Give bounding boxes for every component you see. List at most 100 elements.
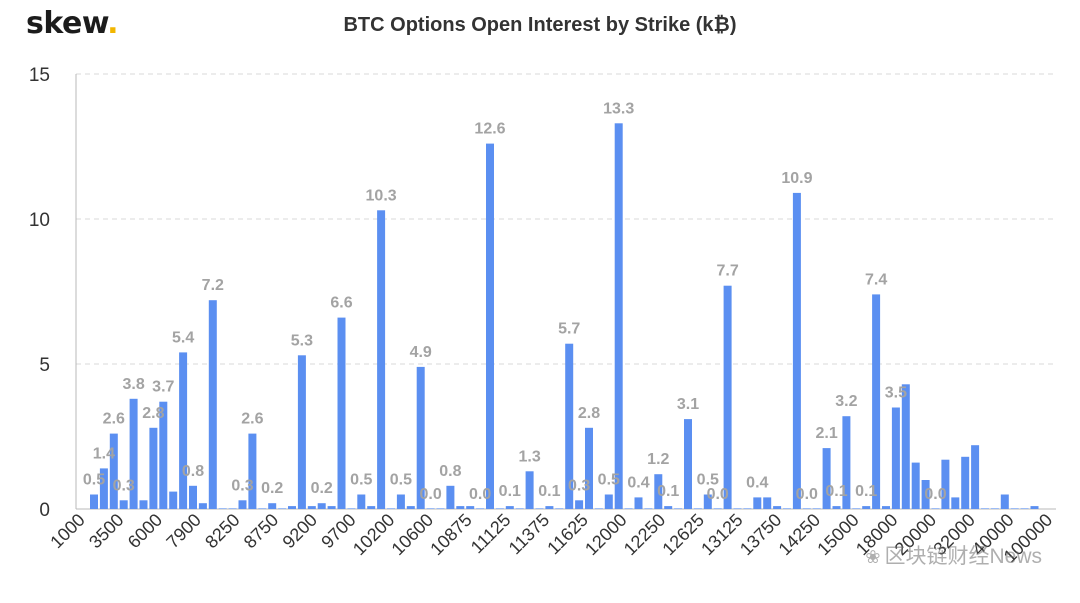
bar-value-label: 0.3 xyxy=(568,477,590,494)
bar xyxy=(575,500,584,509)
bar xyxy=(198,503,207,509)
bar xyxy=(802,508,811,509)
y-tick-label: 0 xyxy=(39,500,50,521)
bar-value-label: 6.6 xyxy=(330,295,352,312)
bar xyxy=(396,494,405,509)
bar xyxy=(169,491,178,509)
bar-value-label: 7.2 xyxy=(202,277,224,294)
bar-value-label: 0.1 xyxy=(538,483,560,500)
bar xyxy=(921,480,930,509)
bar xyxy=(119,500,128,509)
bar xyxy=(466,506,475,509)
bar xyxy=(961,456,970,509)
bar xyxy=(941,459,950,509)
bar-value-label: 5.7 xyxy=(558,321,580,338)
wechat-icon: ❀ xyxy=(865,547,881,567)
bar xyxy=(90,494,98,509)
bar xyxy=(842,416,851,509)
bar-value-label: 0.4 xyxy=(746,474,768,491)
bar xyxy=(773,506,782,509)
chart-title: BTC Options Open Interest by Strike (k₿) xyxy=(343,14,737,36)
bar-value-label: 0.0 xyxy=(419,486,441,503)
bar-value-label: 3.2 xyxy=(835,393,857,410)
bar-value-label: 0.3 xyxy=(231,477,253,494)
bar xyxy=(812,508,821,509)
bar xyxy=(109,433,118,509)
bar xyxy=(495,508,504,509)
y-tick-label: 15 xyxy=(29,65,50,86)
bar-value-label: 0.2 xyxy=(261,480,283,497)
bar xyxy=(367,506,376,509)
bar-value-label: 12.6 xyxy=(474,121,505,138)
x-tick-label: 10600 xyxy=(388,510,438,560)
x-tick-label: 11625 xyxy=(543,510,592,559)
logo-text: skew xyxy=(26,6,108,41)
bar-value-label: 2.1 xyxy=(815,425,837,442)
bar-value-label: 10.9 xyxy=(781,170,812,187)
bar xyxy=(981,508,989,509)
bar xyxy=(179,352,188,509)
bar xyxy=(931,508,940,509)
x-tick-label: 15000 xyxy=(813,510,863,560)
bar xyxy=(446,485,455,509)
x-tick-label: 3500 xyxy=(85,510,127,552)
bar-value-label: 5.3 xyxy=(291,332,313,349)
bar xyxy=(268,503,277,509)
bar-value-label: 0.1 xyxy=(499,483,521,500)
x-tick-label: 12250 xyxy=(620,510,670,560)
bar-value-label: 10.3 xyxy=(366,187,397,204)
bar xyxy=(406,506,415,509)
bar-value-label: 3.8 xyxy=(122,376,144,393)
bar-value-label: 1.4 xyxy=(93,445,115,462)
bar xyxy=(1010,508,1019,509)
bar xyxy=(297,355,306,509)
bar xyxy=(149,427,158,509)
bar xyxy=(505,506,514,509)
y-tick-label: 10 xyxy=(29,210,50,231)
bar-value-label: 13.3 xyxy=(603,100,634,117)
bar xyxy=(476,508,485,509)
bar-value-label: 0.1 xyxy=(855,483,877,500)
bar-value-label: 0.1 xyxy=(657,483,679,500)
bar xyxy=(862,506,871,509)
x-tick-label: 11125 xyxy=(467,510,515,558)
bar-value-label: 3.1 xyxy=(677,396,699,413)
bar-value-label: 1.3 xyxy=(518,448,540,465)
x-tick-label: 6000 xyxy=(124,510,166,552)
bar xyxy=(1000,494,1009,509)
bar xyxy=(288,506,296,509)
watermark: ❀ 区块链财经News xyxy=(865,540,1042,570)
x-tick-label: 12000 xyxy=(581,510,631,560)
bar-value-label: 0.8 xyxy=(439,463,461,480)
bars xyxy=(90,123,1039,510)
bar-value-label: 0.8 xyxy=(182,463,204,480)
x-tick-label: 8250 xyxy=(201,510,243,552)
bar xyxy=(387,508,395,509)
bar-value-label: 1.2 xyxy=(647,451,669,468)
bar-value-label: 0.5 xyxy=(83,472,105,489)
x-tick-label: 9200 xyxy=(279,510,321,552)
bar xyxy=(238,500,247,509)
bar-value-label: 0.5 xyxy=(350,472,372,489)
bar xyxy=(723,285,732,509)
bar-value-label: 0.5 xyxy=(598,472,620,489)
bar-value-label: 5.4 xyxy=(172,329,194,346)
x-tick-label: 10200 xyxy=(349,510,399,560)
bar-value-label: 7.4 xyxy=(865,271,887,288)
bar xyxy=(674,508,683,509)
x-tick-label: 10875 xyxy=(426,510,476,560)
bar xyxy=(911,462,920,509)
bar xyxy=(327,506,336,509)
bar xyxy=(654,474,663,509)
bar xyxy=(585,427,593,509)
bar xyxy=(703,494,712,509)
bar-value-label: 0.1 xyxy=(825,483,847,500)
bar xyxy=(882,506,890,509)
watermark-text: 区块链财经News xyxy=(884,545,1042,568)
bar-value-label: 0.4 xyxy=(627,474,649,491)
x-tick-label: 12625 xyxy=(658,510,708,560)
bar xyxy=(218,508,227,509)
logo-dot: . xyxy=(107,6,119,41)
bar xyxy=(159,401,168,509)
